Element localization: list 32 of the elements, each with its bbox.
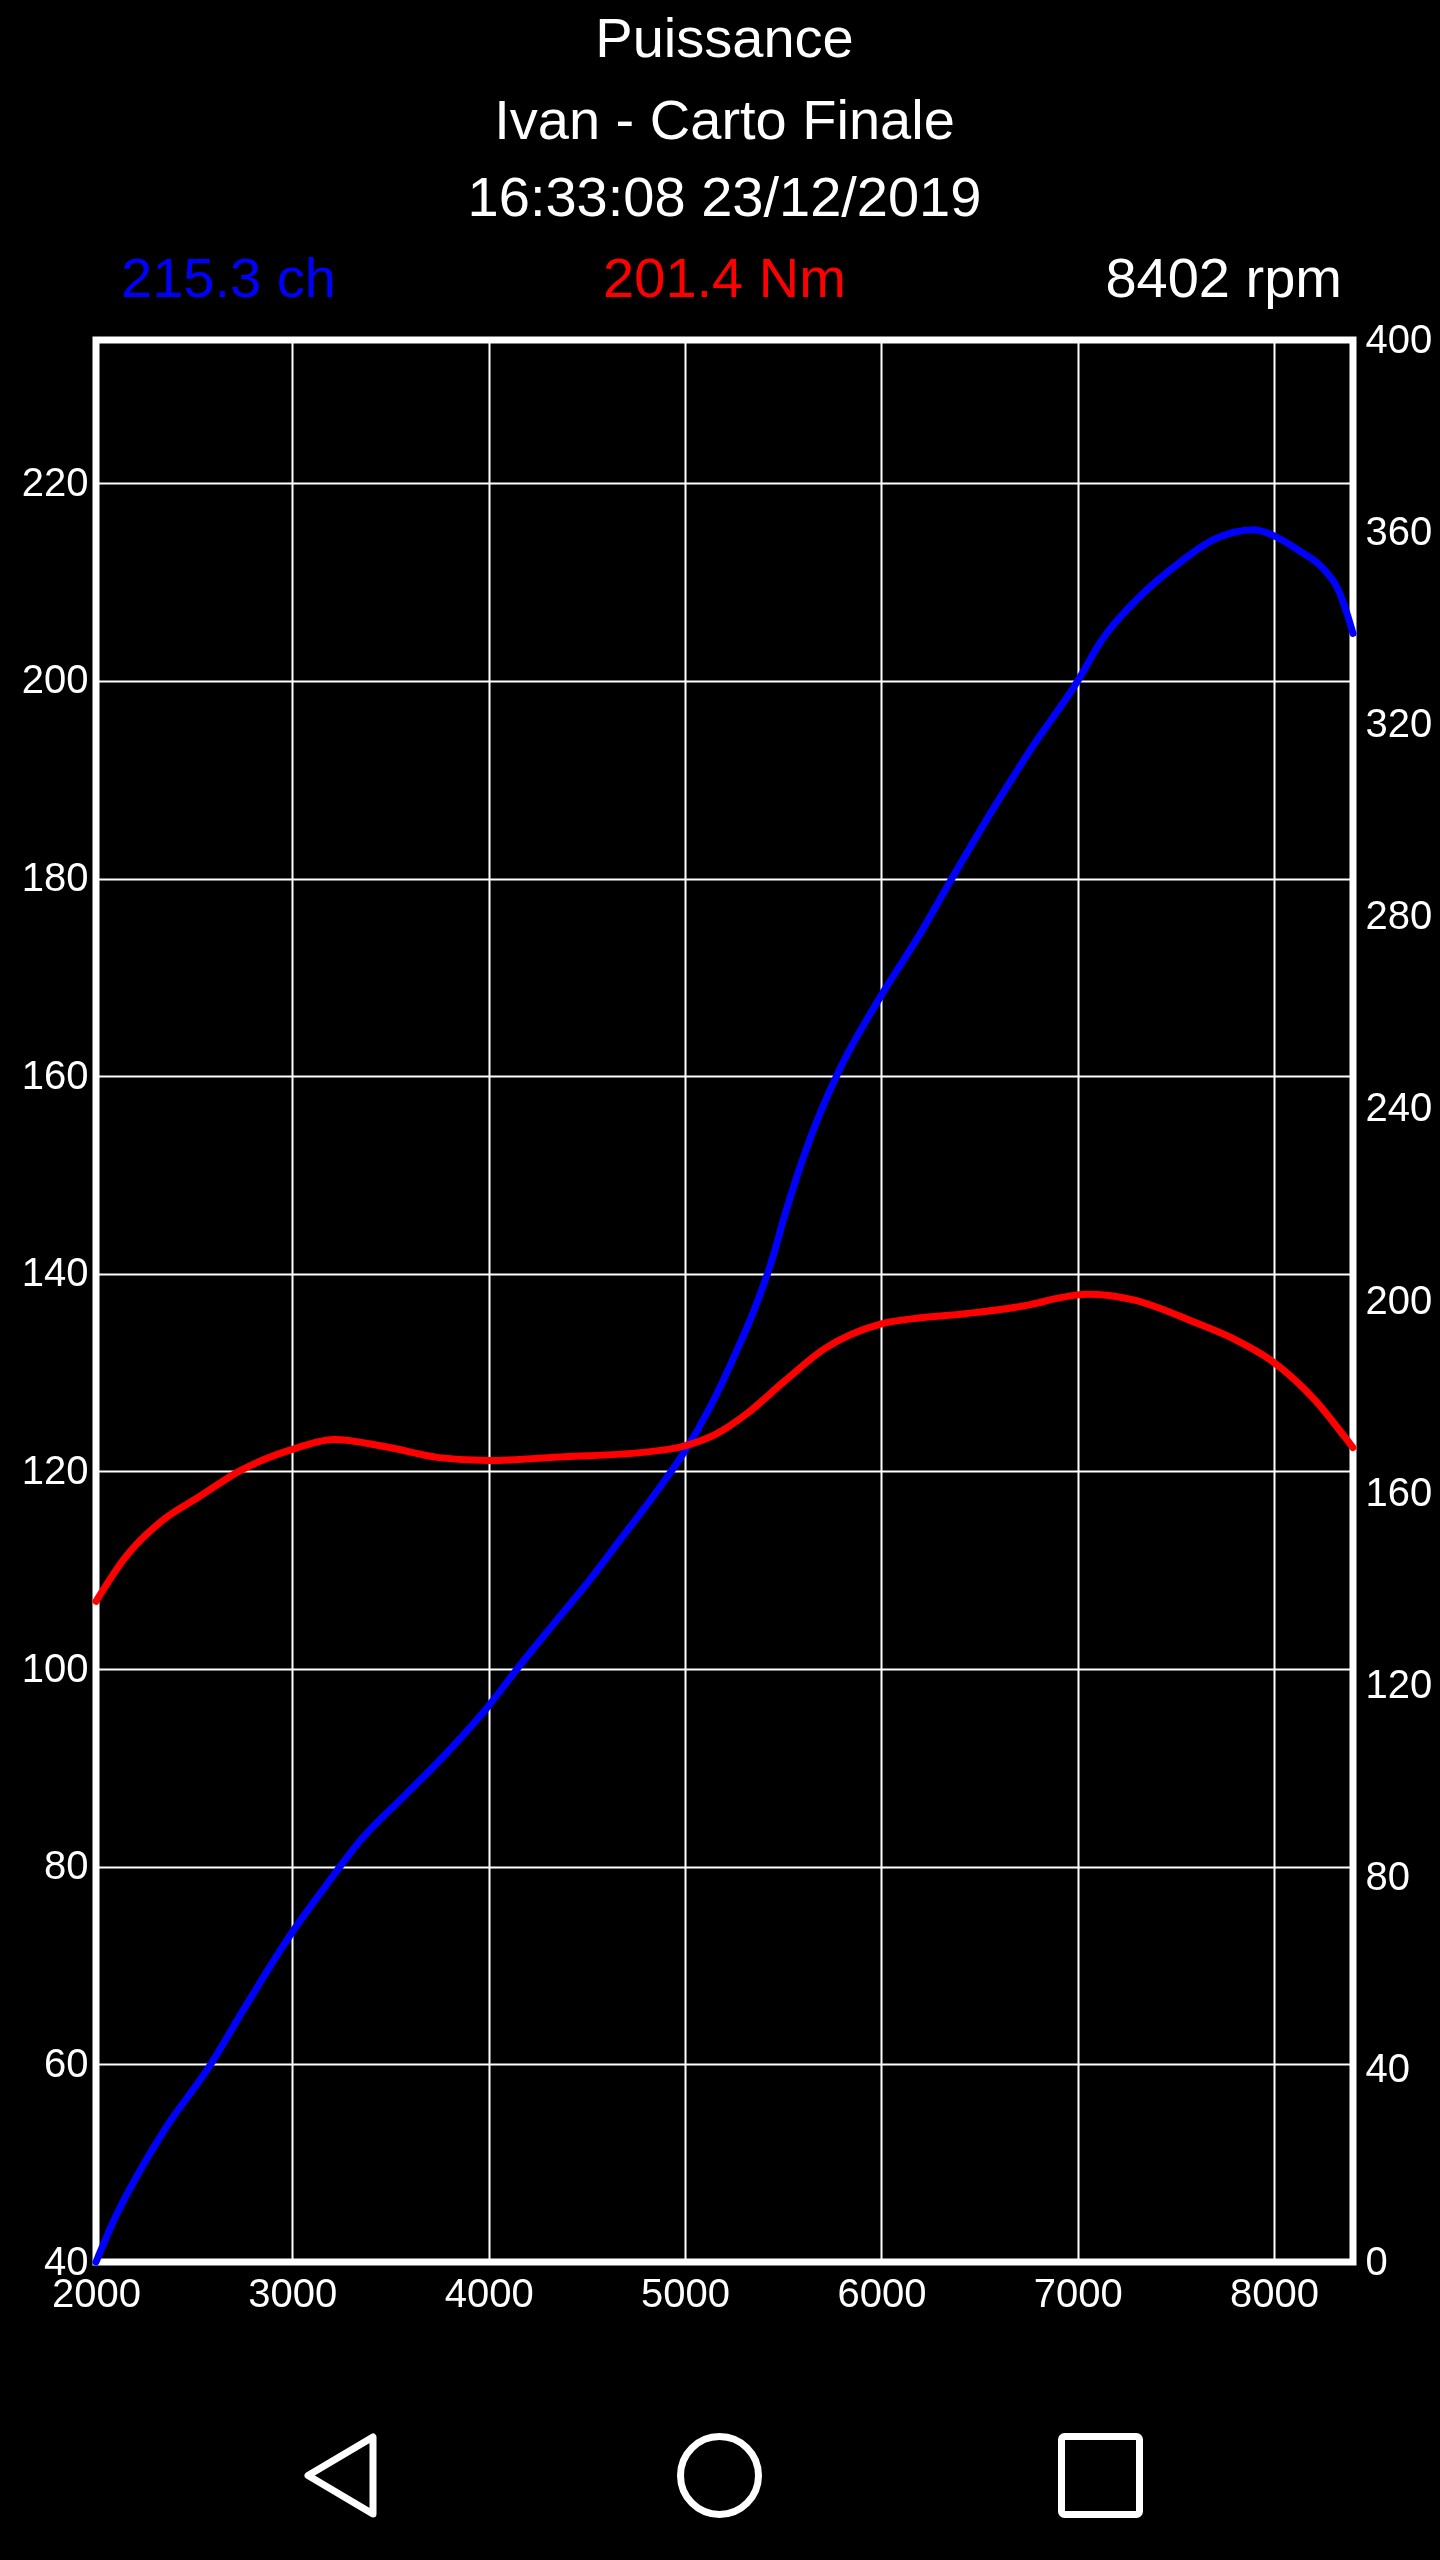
chart-subtitle: Ivan - Carto Finale	[494, 88, 955, 151]
y2-tick-label: 400	[1365, 316, 1433, 361]
text: 16:33:08 23/12/2019	[467, 165, 982, 228]
x-tick-label: 5000	[641, 2270, 731, 2315]
y2-tick-label: 360	[1365, 508, 1433, 553]
y2-tick-label: 280	[1365, 893, 1433, 938]
y2-tick-label: 80	[1365, 1854, 1410, 1899]
y-tick-label: 120	[21, 1447, 89, 1492]
y-tick-label: 220	[21, 459, 89, 504]
x-tick-label: 6000	[837, 2270, 927, 2315]
x-tick-label: 4000	[444, 2270, 534, 2315]
y2-tick-label: 0	[1365, 2238, 1388, 2283]
chart-title: Puissance	[595, 6, 854, 69]
y-tick-label: 180	[21, 855, 89, 900]
y2-tick-label: 40	[1365, 2046, 1410, 2091]
y2-tick-label: 200	[1365, 1277, 1433, 1322]
x-tick-label: 7000	[1033, 2270, 1123, 2315]
y-tick-label: 100	[21, 1645, 89, 1690]
y2-tick-label: 320	[1365, 700, 1433, 745]
y-tick-label: 200	[21, 657, 89, 702]
text: 215.3 ch	[121, 246, 336, 309]
y-tick-label: 140	[21, 1250, 89, 1295]
y-tick-label: 160	[21, 1052, 89, 1097]
x-tick-label: 8000	[1230, 2270, 1320, 2315]
y2-tick-label: 240	[1365, 1085, 1433, 1130]
text: 8402 rpm	[1105, 246, 1342, 309]
y2-tick-label: 160	[1365, 1469, 1433, 1514]
text: 201.4 Nm	[603, 246, 846, 309]
y-tick-label: 60	[44, 2040, 89, 2085]
y2-tick-label: 120	[1365, 1661, 1433, 1706]
x-tick-label: 3000	[248, 2270, 338, 2315]
y-tick-label: 80	[44, 1843, 89, 1888]
